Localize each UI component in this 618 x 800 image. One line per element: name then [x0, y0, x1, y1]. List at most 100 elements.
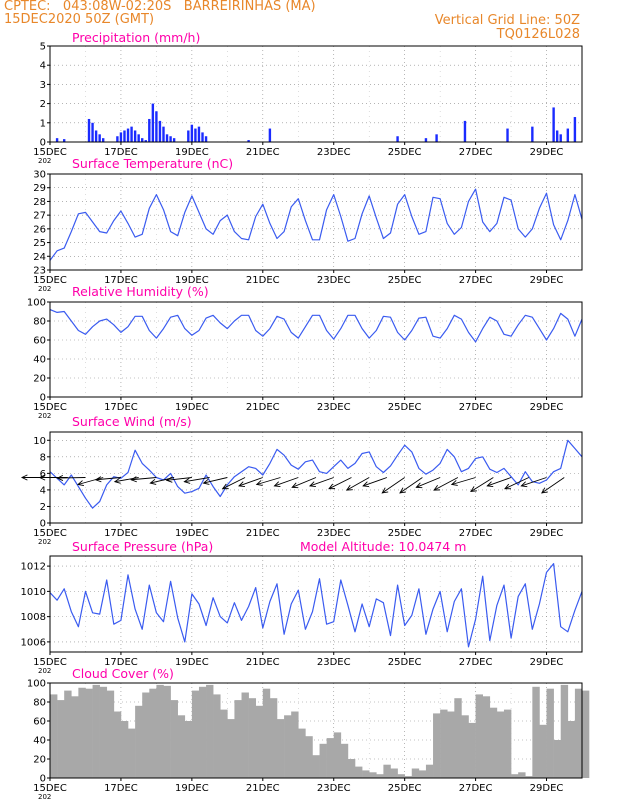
x-tick-label: 25DEC: [388, 147, 422, 158]
y-tick-label: 29: [33, 183, 46, 194]
y-tick-label: 1006: [21, 637, 46, 648]
panel-frame: [49, 45, 583, 143]
precip-bar: [165, 134, 169, 142]
precip-bar: [119, 132, 123, 142]
x-tick-year-label: 202: [38, 667, 51, 675]
x-tick-label: 27DEC: [459, 657, 493, 668]
x-tick-label: 15DEC: [33, 402, 67, 413]
wind-arrowhead: [38, 474, 46, 481]
y-tick-label: 2: [40, 502, 46, 513]
cloud-bar: [57, 700, 65, 778]
precip-bar: [98, 134, 101, 142]
wind-vector: [541, 477, 565, 494]
wind-arrowhead: [345, 484, 353, 491]
y-tick-label: 0: [40, 519, 46, 530]
cloud-bar: [184, 721, 193, 778]
y-tick-label: 5: [40, 42, 46, 53]
wind-vector: [77, 477, 104, 485]
cloud-bar: [546, 688, 554, 778]
wind-vector: [292, 477, 317, 488]
panel-frame: [49, 173, 583, 271]
wind-vector: [309, 477, 334, 487]
wind-arrowhead: [20, 474, 28, 481]
humidity-title: Relative Humidity (%): [72, 284, 209, 299]
x-tick-year-label: 202: [38, 157, 51, 165]
cloud-bar: [262, 688, 271, 778]
x-tick-year-label: 202: [38, 538, 51, 546]
cloud-bar: [213, 694, 221, 778]
y-tick-label: 2: [40, 99, 46, 110]
panel-pressure: 1006 1008 1010 1012 15DEC 17DEC 19DEC 21DEC 23DE…: [21, 539, 583, 675]
cloud-bar: [425, 764, 434, 778]
x-tick-label: 21DEC: [246, 528, 280, 539]
x-tick-label: 29DEC: [530, 657, 564, 668]
precip-bar: [566, 128, 570, 142]
wind-title: Surface Wind (m/s): [72, 414, 192, 429]
wind-arrowhead: [94, 476, 102, 483]
y-tick-label: 1: [40, 118, 46, 129]
x-tick-label: 15DEC: [33, 657, 67, 668]
wind-arrowhead: [362, 481, 370, 488]
y-tick-label: 28: [33, 197, 46, 208]
y-tick-label: 0: [40, 138, 46, 149]
header-grid-line: Vertical Grid Line: 50Z: [434, 13, 580, 28]
cloud-bar: [447, 711, 455, 778]
y-tick-label: 80: [33, 317, 46, 328]
precip-bar: [531, 126, 534, 142]
wind-vector: [470, 477, 494, 492]
precip-bar: [169, 136, 172, 142]
pressure-title: Surface Pressure (hPa): [72, 539, 213, 554]
x-tick-year-label: 202: [38, 285, 51, 293]
precip-bar: [144, 140, 147, 142]
wind-vector: [346, 477, 370, 491]
precip-bar: [463, 120, 467, 142]
panel-wind: 0 2 4 6 8 10 15DEC 17DEC 19DEC 21DEC 23DEC 25DEC 27D…: [20, 414, 583, 546]
y-tick-label: 26: [33, 224, 46, 235]
cloud-bar: [340, 743, 349, 778]
precip-bar: [172, 138, 176, 142]
x-tick-label: 29DEC: [530, 783, 564, 794]
x-tick-label: 27DEC: [459, 783, 493, 794]
x-tick-label: 19DEC: [175, 402, 209, 413]
cloud-bar: [220, 709, 228, 778]
y-tick-label: 1008: [21, 612, 46, 623]
wind-vector: [521, 477, 547, 487]
cloud-bar: [468, 722, 476, 778]
wind-arrowhead: [183, 477, 191, 484]
cloud-bar: [532, 686, 540, 778]
wind-vector: [487, 477, 512, 487]
cloud-bar: [511, 774, 519, 778]
precip-bar: [158, 120, 162, 142]
panel-frame: [49, 431, 583, 524]
cloud-bar: [560, 684, 569, 778]
x-tick-label: 15DEC: [33, 528, 67, 539]
pressure-line: [49, 562, 583, 648]
cloud-bar: [539, 724, 547, 778]
precip-bar: [130, 126, 133, 142]
y-tick-label: 30: [33, 170, 46, 181]
wind-vector: [256, 477, 281, 485]
cloud-bar: [92, 684, 100, 778]
cloud-bar: [312, 755, 320, 778]
panel-precipitation: 0 1 2 3 4 5 15DEC 17DEC 19DEC 21DEC 23DEC 25DEC 27DE…: [33, 30, 583, 165]
cloud-bar: [135, 705, 143, 778]
cloud-bar: [369, 772, 377, 778]
cloud-bar: [276, 719, 285, 778]
x-tick-label: 17DEC: [104, 528, 138, 539]
wind-arrowhead: [328, 483, 336, 490]
cloud-bar: [390, 768, 398, 778]
x-tick-label: 23DEC: [317, 657, 351, 668]
x-tick-label: 29DEC: [530, 402, 564, 413]
precip-bar: [506, 128, 509, 142]
wind-arrowhead: [238, 481, 246, 488]
cloud-bar: [85, 688, 93, 778]
x-tick-label: 19DEC: [175, 783, 209, 794]
x-tick-label: 19DEC: [175, 528, 209, 539]
x-tick-label: 27DEC: [459, 275, 493, 286]
cloud-bar: [284, 715, 292, 778]
cloud-bar: [149, 688, 157, 778]
x-tick-label: 17DEC: [104, 147, 138, 158]
x-tick-label: 19DEC: [175, 147, 209, 158]
header-station: CPTEC: 043:08W-02:20S BARREIRINHAS (MA): [4, 0, 316, 14]
